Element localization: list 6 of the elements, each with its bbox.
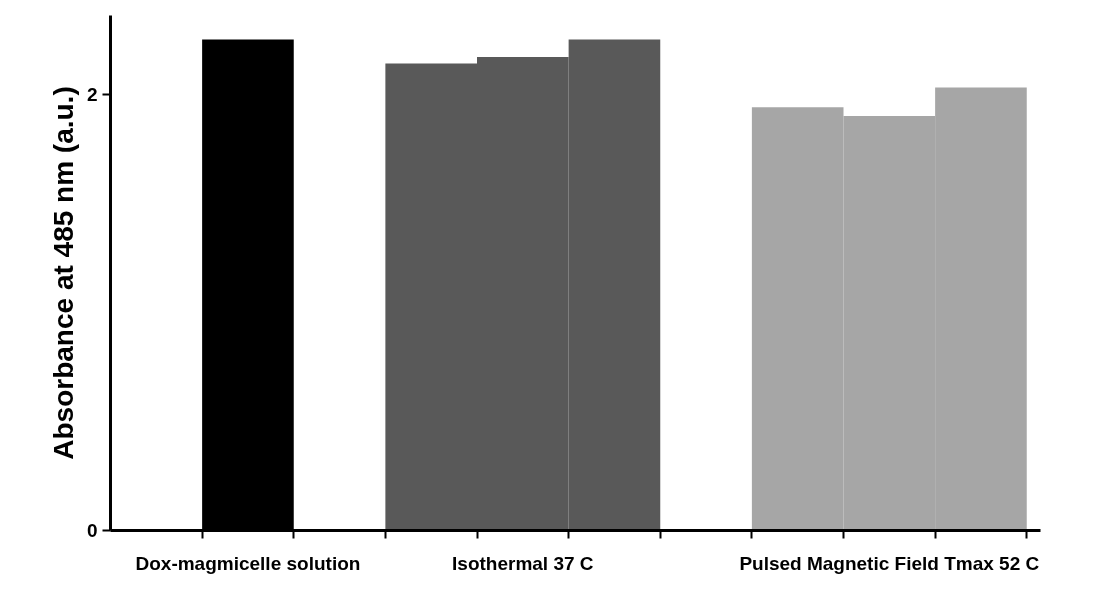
x-tick-label: Pulsed Magnetic Field Tmax 52 C [739,552,1040,574]
x-tick-label: Isothermal 37 C [452,552,594,574]
y-axis-title: Absorbance at 485 nm (a.u.) [47,86,79,460]
y-tick-label: 0 [86,520,98,541]
x-tick-label: Dox-magmicelle solution [135,552,361,574]
y-tick-label: 2 [86,83,98,105]
